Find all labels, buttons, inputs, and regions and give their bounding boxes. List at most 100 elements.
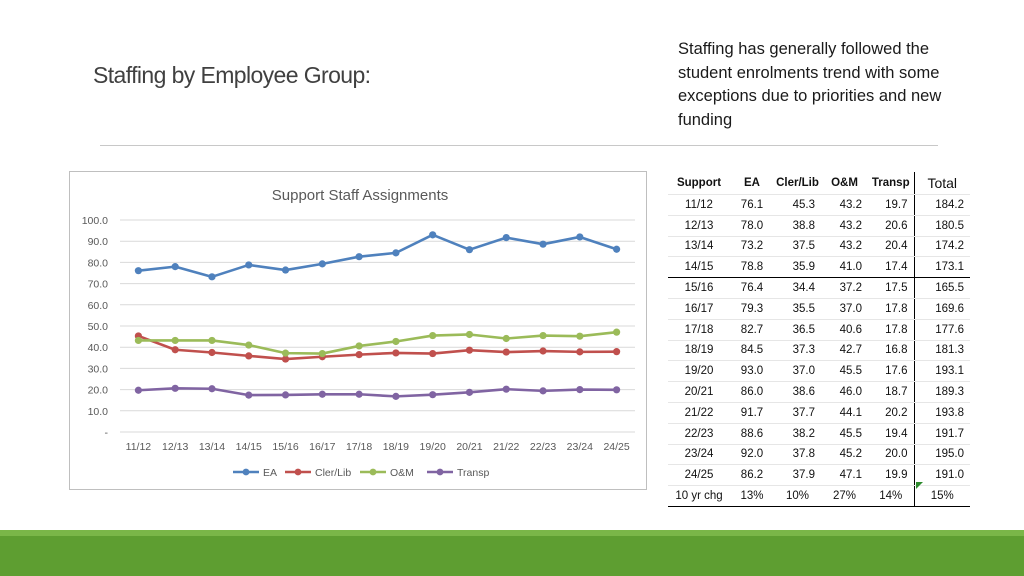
table-cell: 76.1	[730, 194, 774, 216]
data-point-cler-lib	[539, 347, 547, 355]
staffing-table: Support EA Cler/Lib O&M Transp Total 11/…	[668, 172, 970, 507]
data-point-ea	[208, 273, 216, 281]
table-cell: 76.4	[730, 277, 774, 299]
y-tick-label: -	[105, 427, 109, 439]
data-point-ea	[502, 233, 510, 242]
table-header-cell: EA	[730, 172, 774, 195]
table-cell: 37.8	[774, 444, 821, 466]
y-tick-label: 80.0	[88, 257, 109, 269]
cell-comment-marker	[916, 482, 923, 489]
data-point-o-m	[171, 336, 179, 345]
data-point-transp	[245, 391, 253, 399]
data-point-cler-lib	[465, 346, 474, 354]
data-point-ea	[134, 267, 142, 275]
data-point-ea	[355, 253, 363, 261]
series-line-cler-lib	[137, 334, 617, 361]
table-row: 24/25 86.2 37.9 47.1 19.9 191.0	[668, 464, 970, 487]
table-cell: 18/19	[668, 340, 730, 362]
chart-title: Support Staff Assignments	[272, 187, 449, 204]
data-point-o-m	[318, 349, 326, 358]
table-cell: 20.6	[868, 215, 915, 237]
table-cell: 34.4	[774, 277, 821, 299]
data-point-transp	[502, 385, 510, 393]
table-cell: 45.5	[821, 423, 868, 445]
table-cell: 92.0	[730, 444, 774, 466]
table-cell: 193.1	[914, 360, 970, 383]
table-cell: 10%	[774, 485, 821, 507]
data-point-o-m	[429, 331, 437, 340]
table-cell: 16.8	[868, 340, 915, 362]
x-tick-label: 18/19	[383, 441, 409, 453]
table-cell: 38.6	[774, 381, 821, 403]
table-cell: 86.2	[730, 464, 774, 487]
table-row: 15/16 76.4 34.4 37.2 17.5 165.5	[668, 277, 970, 299]
table-cell: 15/16	[668, 277, 730, 299]
table-cell: 10 yr chg	[668, 485, 730, 507]
table-cell: 91.7	[730, 402, 774, 424]
table-cell: 88.6	[730, 423, 774, 445]
table-cell: 165.5	[914, 277, 970, 299]
table-cell: 19.7	[868, 194, 915, 216]
table-cell: 19.4	[868, 423, 915, 445]
table-cell: 43.2	[821, 194, 868, 216]
table-cell: 93.0	[730, 360, 774, 383]
table-cell: 173.1	[914, 256, 970, 279]
table-cell: 191.7	[914, 423, 970, 445]
table-cell: 14/15	[668, 256, 730, 279]
table-cell: 181.3	[914, 340, 970, 362]
series-line-ea	[138, 233, 618, 279]
x-tick-label: 23/24	[567, 441, 593, 453]
table-cell: 18.7	[868, 381, 915, 403]
table-cell: 45.5	[821, 360, 868, 383]
table-cell: 82.7	[730, 319, 774, 341]
data-point-transp	[392, 392, 400, 400]
table-row: 13/14 73.2 37.5 43.2 20.4 174.2	[668, 236, 970, 258]
data-point-cler-lib	[429, 349, 437, 358]
table-cell: 15%	[914, 485, 970, 507]
table-cell: 38.8	[774, 215, 821, 237]
table-cell: 193.8	[914, 402, 970, 424]
table-cell: 16/17	[668, 298, 730, 320]
data-point-o-m	[576, 332, 584, 340]
table-cell: 86.0	[730, 381, 774, 403]
data-point-o-m	[281, 349, 290, 357]
x-tick-label: 14/15	[236, 441, 262, 453]
data-point-ea	[576, 233, 584, 241]
data-point-transp	[355, 390, 363, 398]
x-tick-label: 20/21	[456, 441, 482, 453]
x-tick-label: 17/18	[346, 441, 372, 453]
table-cell: 46.0	[821, 381, 868, 403]
y-tick-label: 30.0	[88, 363, 109, 375]
x-tick-label: 13/14	[199, 441, 225, 453]
data-point-transp	[208, 385, 216, 393]
table-cell: 180.5	[914, 215, 970, 237]
legend-marker	[294, 468, 302, 476]
table-cell: 14%	[868, 485, 915, 507]
legend-label: O&M	[390, 467, 414, 479]
table-cell: 19/20	[668, 360, 730, 383]
data-point-ea	[465, 246, 474, 254]
table-cell: 17.4	[868, 256, 915, 279]
table-cell: 191.0	[914, 464, 970, 487]
data-point-ea	[245, 261, 253, 269]
data-point-transp	[465, 388, 474, 396]
data-point-o-m	[465, 330, 474, 339]
x-tick-label: 11/12	[126, 441, 152, 453]
data-point-ea	[429, 231, 437, 239]
x-tick-label: 12/13	[162, 441, 188, 453]
table-row: 22/23 88.6 38.2 45.5 19.4 191.7	[668, 423, 970, 445]
table-row: 16/17 79.3 35.5 37.0 17.8 169.6	[668, 298, 970, 320]
data-point-cler-lib	[502, 348, 510, 356]
chart-canvas: Support Staff Assignments - 10.0 20.0 30.0 4…	[82, 187, 635, 479]
table-row: 19/20 93.0 37.0 45.5 17.6 193.1	[668, 360, 970, 383]
table-cell: 21/22	[668, 402, 730, 424]
x-tick-label: 15/16	[272, 441, 298, 453]
table-cell: 45.3	[774, 194, 821, 216]
support-staff-chart: Support Staff Assignments - 10.0 20.0 30.0 4…	[69, 171, 647, 490]
table-cell: 42.7	[821, 340, 868, 362]
table-row: 21/22 91.7 37.7 44.1 20.2 193.8	[668, 402, 970, 424]
table-cell: 11/12	[668, 194, 730, 216]
table-cell: 17.8	[868, 319, 915, 341]
table-cell: 13/14	[668, 236, 730, 258]
table-cell: 174.2	[914, 236, 970, 258]
